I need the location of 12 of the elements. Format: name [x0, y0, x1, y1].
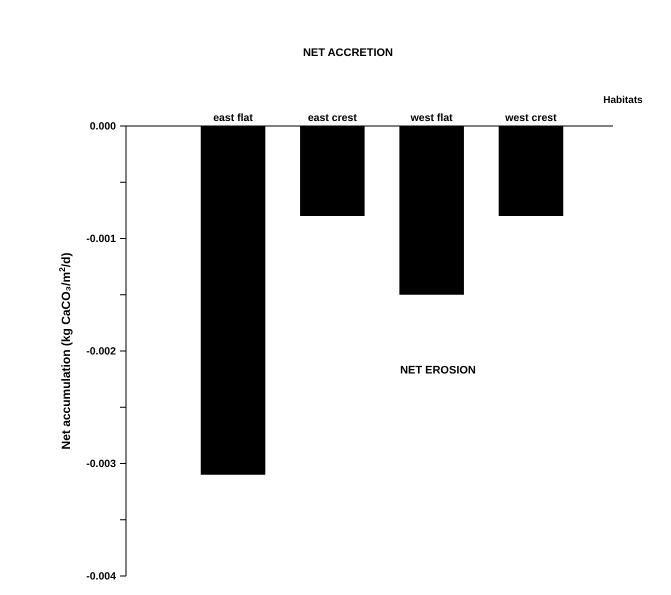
- y-tick-label: -0.001: [86, 233, 116, 246]
- y-tick-label: -0.003: [86, 458, 116, 470]
- x-tick-label: east crest: [308, 112, 358, 124]
- chart-title: NET ACCRETION: [302, 47, 394, 59]
- annotation: NET EROSION: [400, 364, 476, 376]
- x-axis-title: Habitats: [603, 95, 644, 106]
- y-tick-label: -0.004: [86, 570, 116, 583]
- x-tick-label: east flat: [213, 112, 254, 124]
- y-tick-label: 0.000: [90, 120, 116, 133]
- x-tick-label: west flat: [410, 112, 454, 124]
- x-tick-label: west crest: [504, 112, 558, 124]
- y-tick-label: -0.002: [86, 346, 116, 358]
